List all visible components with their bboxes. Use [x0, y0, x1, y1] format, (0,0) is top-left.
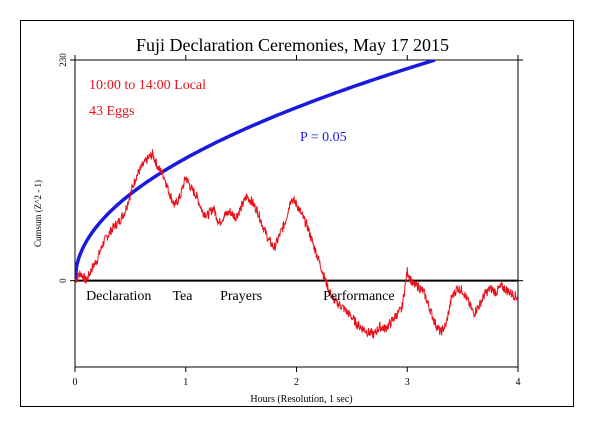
segment-label: Declaration	[86, 289, 151, 304]
chart-frame	[20, 20, 574, 407]
segment-label: Tea	[172, 289, 193, 304]
annotation-p-value: P = 0.05	[300, 130, 347, 145]
x-tick-label: 2	[294, 377, 299, 388]
y-tick-label: 0	[58, 278, 68, 283]
p05-envelope-line	[75, 60, 436, 281]
cumsum-line	[75, 149, 518, 339]
x-tick-label: 3	[405, 377, 410, 388]
annotation-time-range: 10:00 to 14:00 Local	[89, 78, 206, 93]
chart-title: Fuji Declaration Ceremonies, May 17 2015	[136, 35, 449, 55]
x-axis-label: Hours (Resolution, 1 sec)	[250, 394, 352, 405]
annotation-eggs: 43 Eggs	[89, 104, 135, 119]
segment-label: Performance	[323, 289, 395, 304]
y-tick-label: 230	[58, 53, 68, 67]
x-tick-label: 1	[183, 377, 188, 388]
y-axis-label: Cumsum (Z^2 - 1)	[33, 180, 43, 247]
segment-label: Prayers	[220, 289, 262, 304]
x-tick-label: 4	[516, 377, 521, 388]
x-tick-label: 0	[73, 377, 78, 388]
